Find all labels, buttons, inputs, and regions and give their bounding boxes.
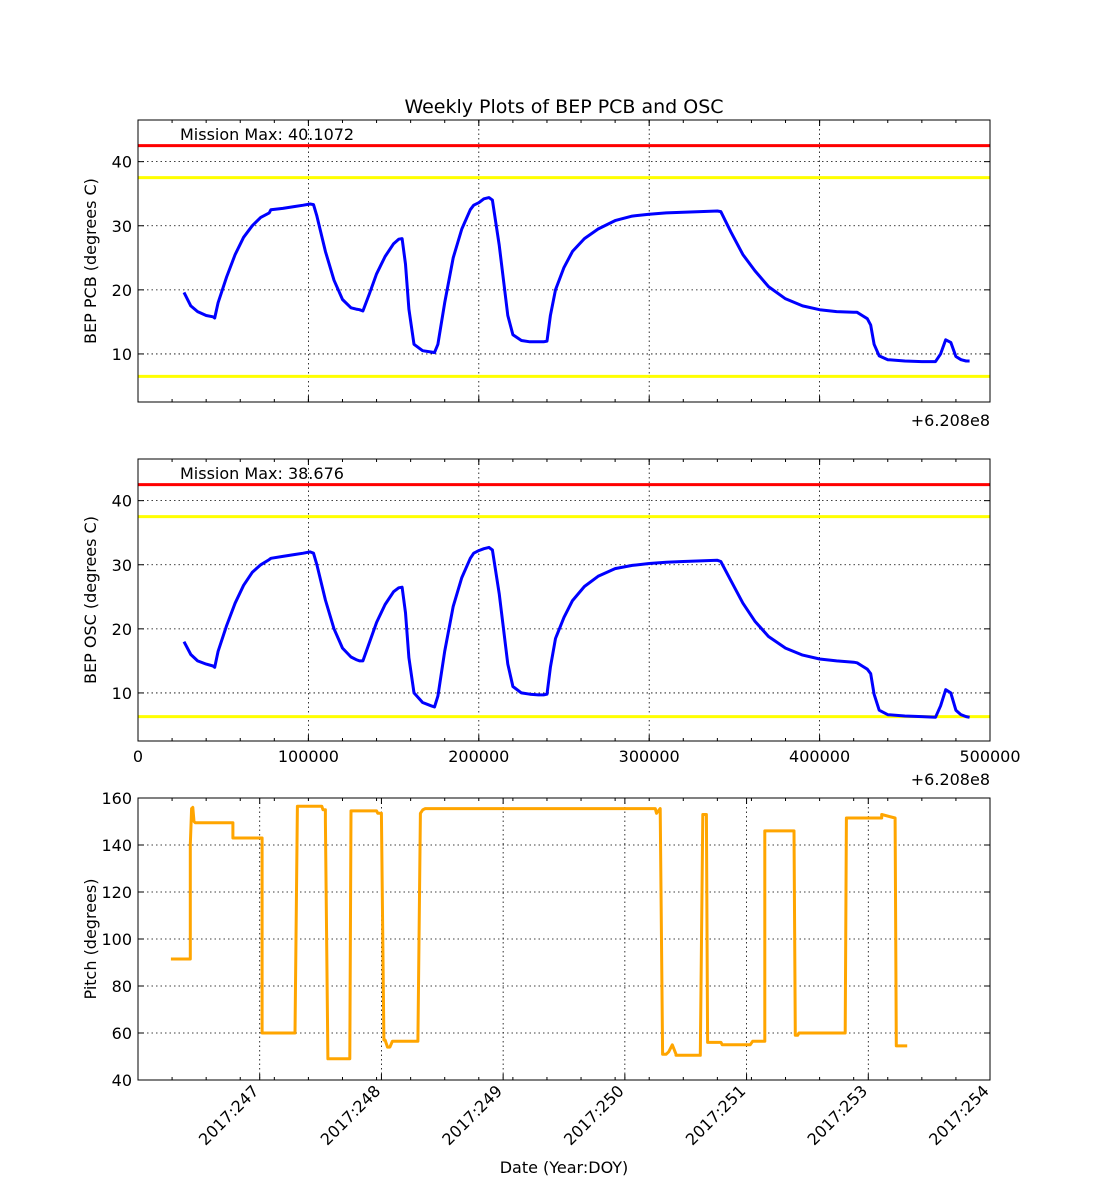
y-tick-label: 160: [101, 789, 132, 808]
x-tick-label: 400000: [789, 747, 850, 766]
figure-title: Weekly Plots of BEP PCB and OSC: [404, 96, 723, 118]
y-tick-label: 40: [112, 153, 132, 172]
y-axis-label: Pitch (degrees): [81, 879, 100, 1000]
y-tick-label: 120: [101, 883, 132, 902]
y-tick-label: 10: [112, 345, 132, 364]
mission-max-annotation: Mission Max: 38.676: [180, 464, 344, 483]
x-tick-label: 300000: [619, 747, 680, 766]
x-axis-label: Date (Year:DOY): [500, 1158, 629, 1177]
panel-1: 10 20 30 40 +6.208e8 Mission Max: 40.1072 BEP …: [81, 119, 991, 430]
y-tick-label: 80: [112, 977, 132, 996]
y-tick-label: 20: [112, 281, 132, 300]
series-line: [182, 545, 970, 719]
series-line: [182, 196, 970, 364]
y-axis-label: BEP OSC (degrees C): [81, 516, 100, 684]
grid: [138, 120, 990, 402]
y-tick-label: 100: [101, 930, 132, 949]
y-tick-label: 30: [112, 556, 132, 575]
x-tick-label: 200000: [448, 747, 509, 766]
y-tick-label: 40: [112, 492, 132, 511]
x-tick-label: 0: [133, 747, 143, 766]
x-tick-label: 500000: [959, 747, 1020, 766]
x-tick-label: 100000: [278, 747, 339, 766]
panel-2: 10 20 30 40 0 100000 200000 300000 400000 500000 +…: [81, 458, 1021, 789]
y-tick-label: 10: [112, 684, 132, 703]
axes-frame: [137, 458, 991, 742]
axes-frame: [137, 119, 991, 403]
y-tick-label: 60: [112, 1024, 132, 1043]
y-tick-label: 140: [101, 836, 132, 855]
y-tick-label: 30: [112, 217, 132, 236]
grid: [138, 459, 990, 741]
x-offset-label: +6.208e8: [911, 411, 990, 430]
y-tick-label: 20: [112, 620, 132, 639]
y-axis-label: BEP PCB (degrees C): [81, 178, 100, 344]
x-offset-label: +6.208e8: [911, 770, 990, 789]
mission-max-annotation: Mission Max: 40.1072: [180, 125, 354, 144]
series-line: [170, 804, 908, 1061]
y-tick-label: 40: [112, 1071, 132, 1090]
